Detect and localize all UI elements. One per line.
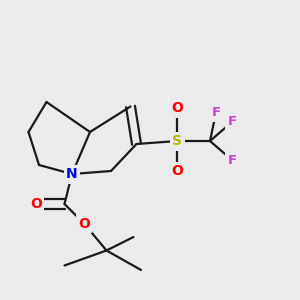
Text: S: S: [172, 134, 182, 148]
Text: O: O: [171, 101, 183, 115]
Text: F: F: [228, 115, 237, 128]
Text: O: O: [78, 217, 90, 230]
Text: O: O: [171, 164, 183, 178]
Text: F: F: [228, 154, 237, 167]
Text: O: O: [30, 197, 42, 211]
Text: N: N: [66, 167, 78, 181]
Text: F: F: [212, 106, 220, 119]
